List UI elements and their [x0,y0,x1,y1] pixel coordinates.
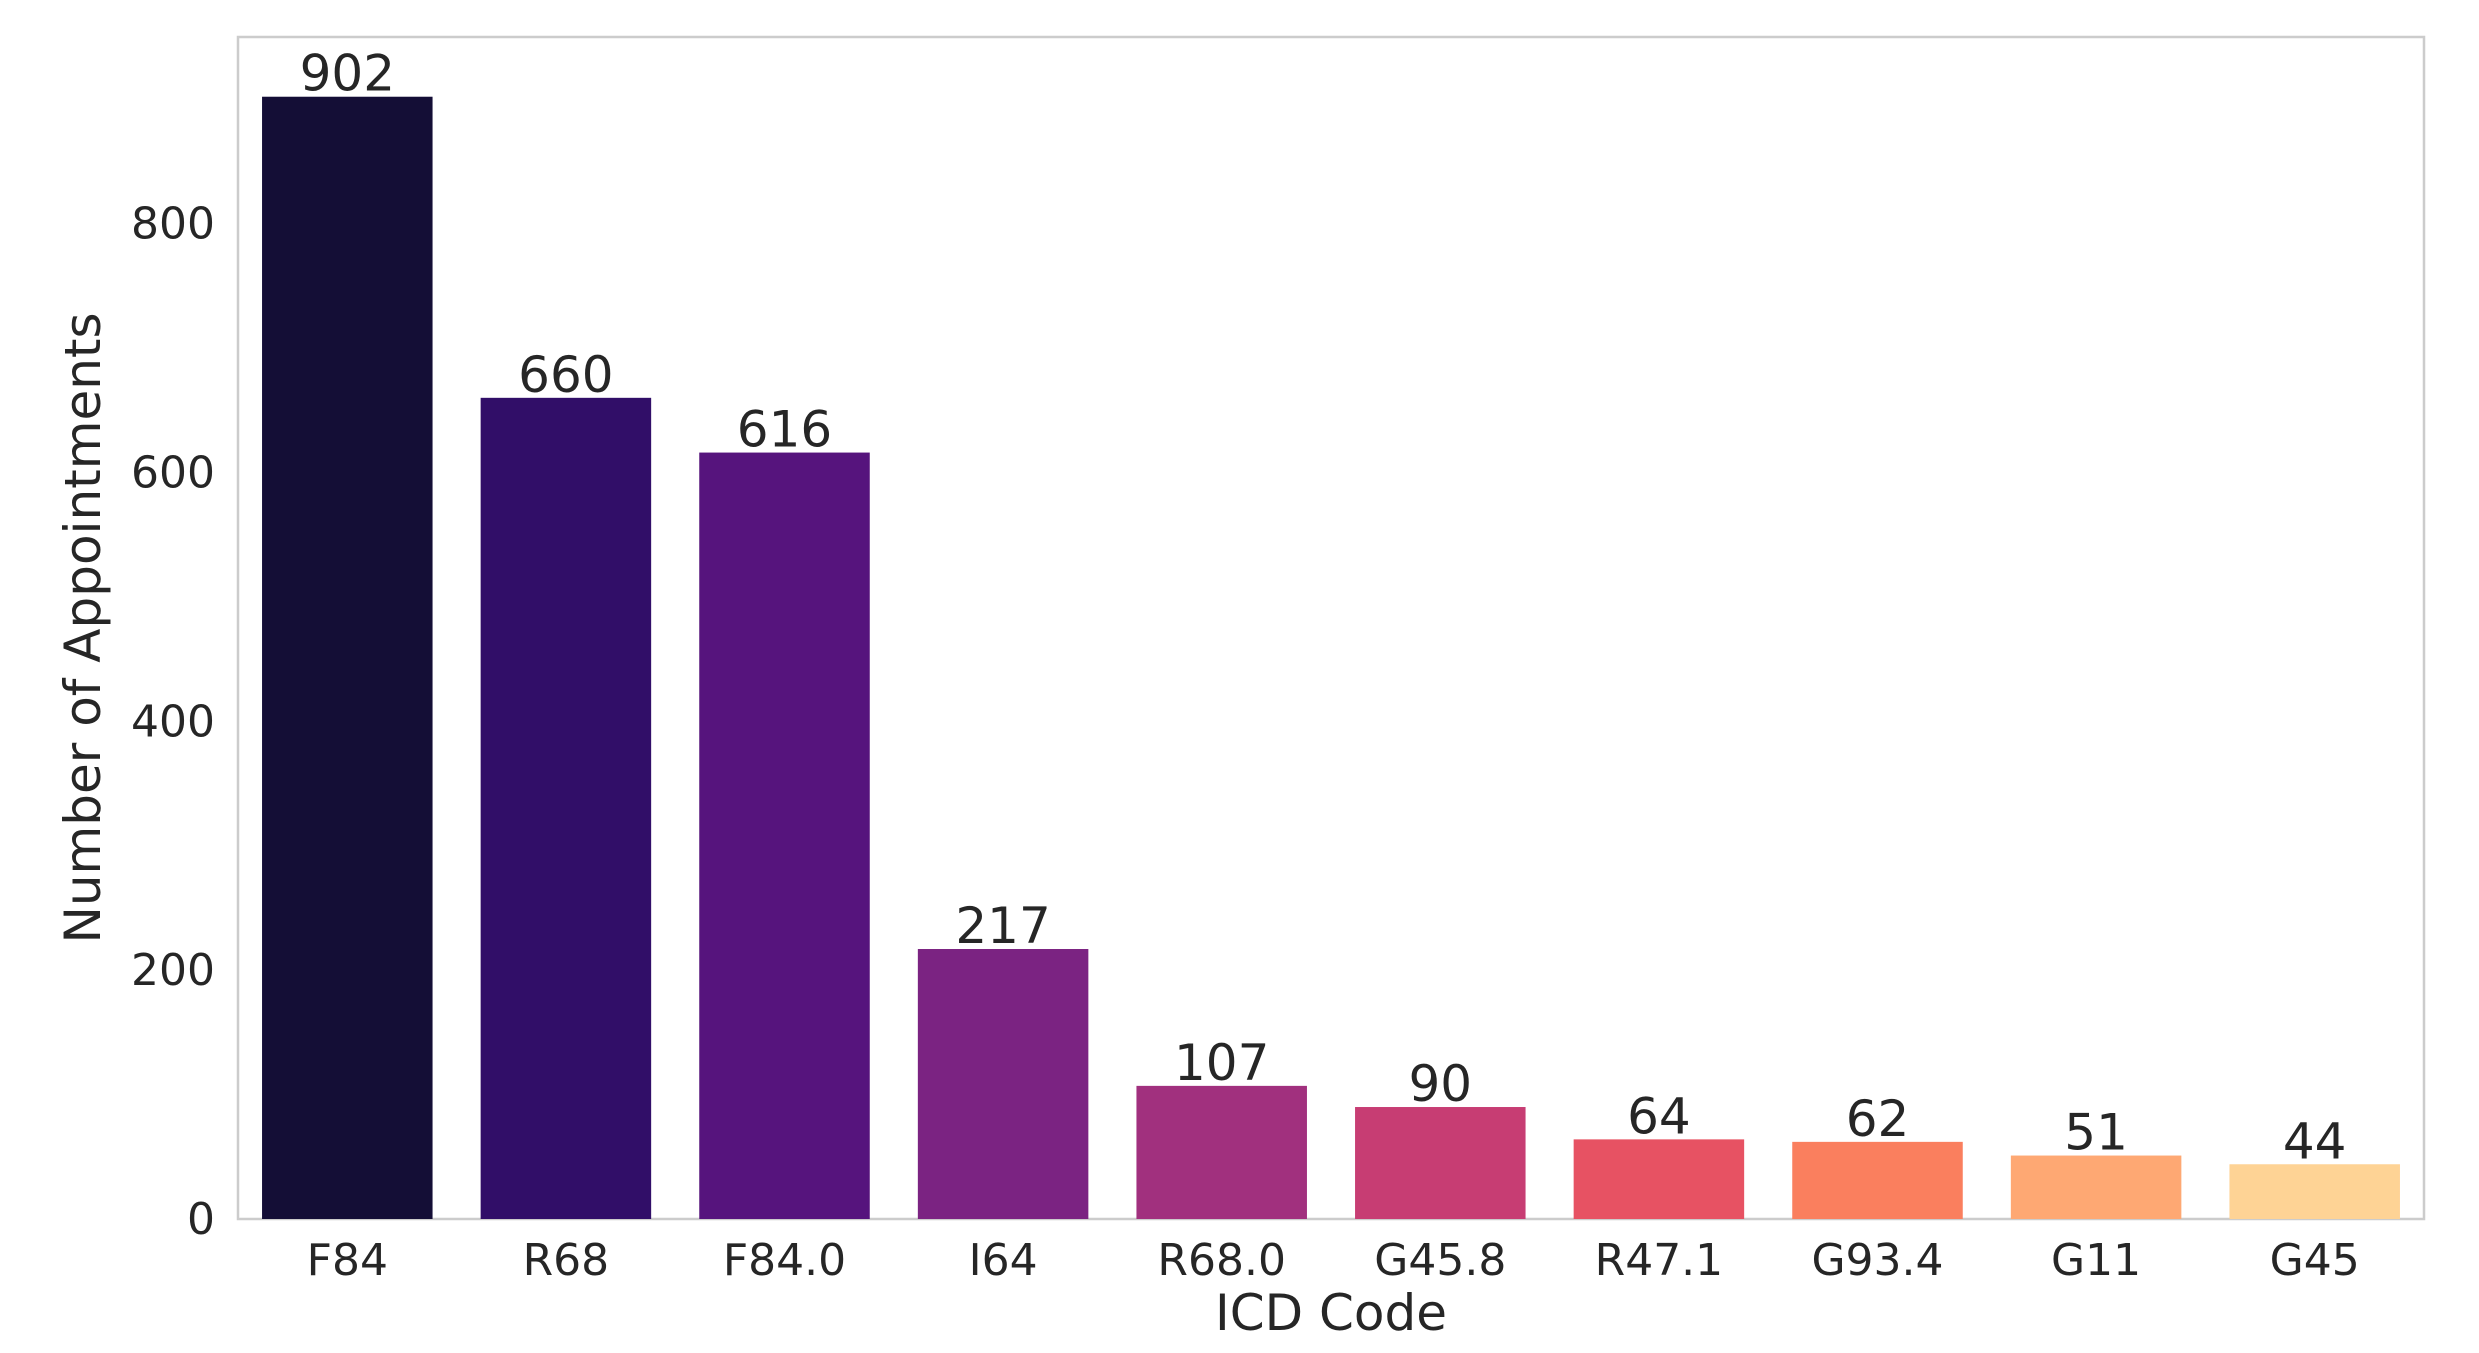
bar-labels-group: 902 660 616 217 107 90 64 62 51 44 [300,45,2347,1171]
y-tick-label: 0 [187,1194,215,1245]
bar-value-label: 90 [1408,1055,1472,1113]
bar-value-label: 51 [2064,1104,2128,1162]
bars-group [262,96,2400,1220]
plot-frame [236,35,2426,1221]
bar-value-label: 217 [955,897,1050,955]
bar-F84.0 [699,452,870,1220]
bar-F84 [262,96,433,1219]
bar-I64 [917,949,1089,1219]
bar-G93.4 [1792,1141,1963,1219]
bar-G11 [2010,1155,2182,1219]
bar-value-label: 107 [1174,1034,1269,1092]
x-tick-label: F84 [307,1235,388,1286]
x-tick-label: I64 [969,1235,1038,1286]
x-tick-label: R68.0 [1157,1235,1286,1286]
y-tick-label: 400 [131,696,215,747]
x-tick-label: G45 [2270,1235,2360,1286]
y-axis-ticks: 0 200 400 600 800 [131,199,215,1245]
bar-R68 [480,397,652,1219]
x-tick-label: G11 [2051,1235,2141,1286]
bar-value-label: 616 [737,401,832,459]
x-tick-label: G93.4 [1811,1235,1943,1286]
bar-value-label: 660 [518,346,613,404]
x-axis-ticks: F84 R68 F84.0 I64 R68.0 G45.8 R47.1 G93.4 G11 G45 [307,1235,2360,1286]
bar-R68.0 [1136,1085,1307,1219]
bar-value-label: 64 [1627,1087,1691,1145]
x-tick-label: R47.1 [1595,1235,1724,1286]
x-tick-label: G45.8 [1374,1235,1506,1286]
y-tick-label: 200 [131,945,215,996]
bar-G45.8 [1355,1107,1526,1219]
bar-value-label: 44 [2283,1112,2347,1170]
x-tick-label: F84.0 [723,1235,846,1286]
bar-value-label: 902 [300,45,395,103]
y-axis-title: Number of Appointments [54,312,112,943]
x-tick-label: R68 [523,1235,610,1286]
y-tick-label: 600 [131,447,215,498]
bar-R47.1 [1573,1139,1745,1219]
x-axis-title: ICD Code [1215,1284,1447,1342]
bar-G45 [2229,1164,2400,1219]
bar-value-label: 62 [1846,1090,1910,1148]
y-tick-label: 800 [131,199,215,250]
